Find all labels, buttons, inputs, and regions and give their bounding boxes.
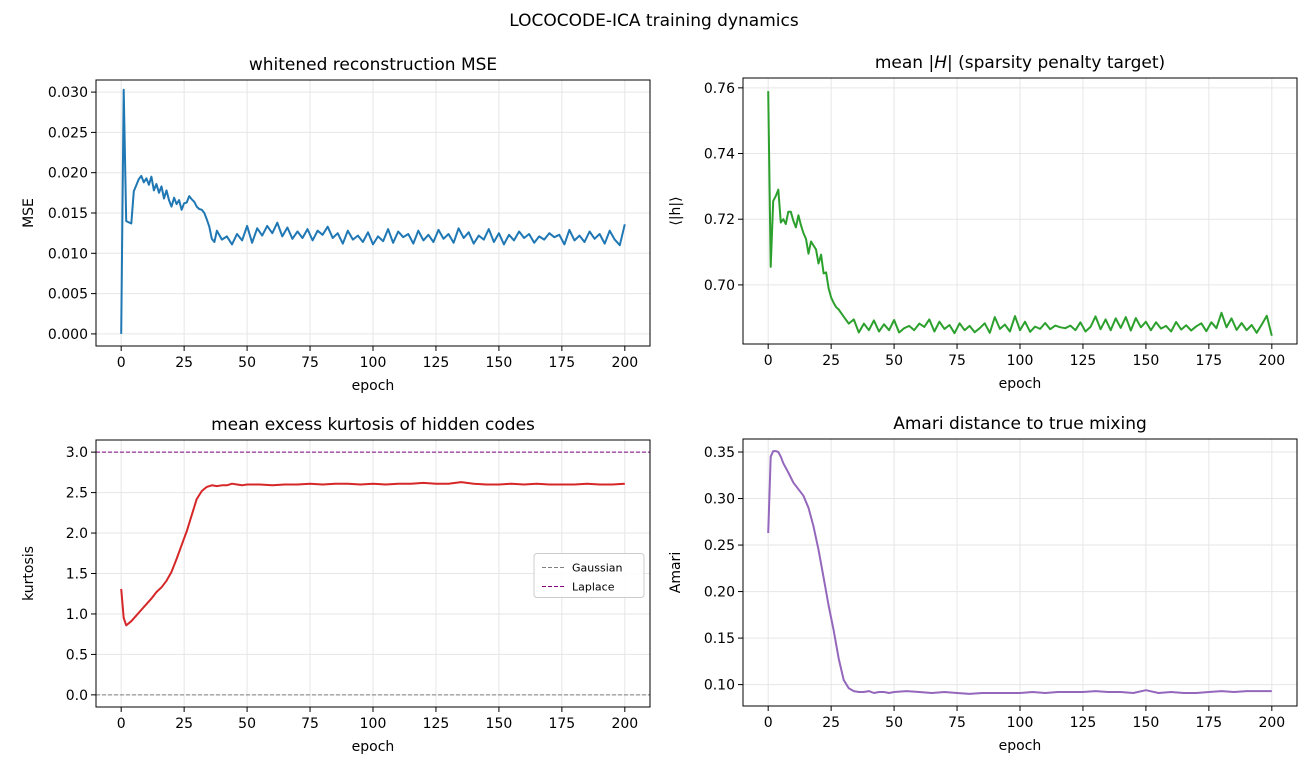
x-tick-label: 100 bbox=[360, 716, 387, 732]
panel-3: 0 25 50 75 100 125 150 175 200 0.0 0.5 1.0 1.5 2.0 2.5… bbox=[21, 415, 651, 755]
x-tick-label: 75 bbox=[301, 355, 319, 371]
y-tick-label: 0.15 bbox=[704, 631, 735, 647]
legend-label-laplace: Laplace bbox=[572, 581, 615, 594]
panel-2: 0 25 50 75 100 125 150 175 200 0.70 0.72 0.74 0.76 me… bbox=[668, 53, 1298, 392]
y-tick-label: 0.005 bbox=[48, 287, 88, 303]
y-tick-label: 2.5 bbox=[66, 486, 88, 502]
x-tick-label: 175 bbox=[1195, 715, 1222, 731]
x-tick-label: 150 bbox=[1133, 353, 1160, 369]
x-tick-label: 25 bbox=[175, 716, 193, 732]
x-tick-label: 50 bbox=[885, 715, 903, 731]
y-tick-label: 0.025 bbox=[48, 125, 88, 141]
x-tick-label: 0 bbox=[764, 715, 773, 731]
x-tick-label: 175 bbox=[548, 355, 575, 371]
panel-title: Amari distance to true mixing bbox=[893, 414, 1147, 434]
x-axis-label: epoch bbox=[999, 376, 1042, 392]
y-tick-label: 0.76 bbox=[704, 81, 735, 97]
x-tick-label: 50 bbox=[238, 355, 256, 371]
y-tick-label: 0.010 bbox=[48, 246, 88, 262]
legend: Gaussian Laplace bbox=[533, 553, 645, 598]
y-tick-label: 2.0 bbox=[66, 526, 88, 542]
panel-4: 0 25 50 75 100 125 150 175 200 0.10 0.15 0.20 0.25 0.… bbox=[668, 414, 1298, 754]
series-line bbox=[120, 88, 626, 334]
y-tick-label: 0.35 bbox=[704, 445, 735, 461]
y-tick-label: 0.10 bbox=[704, 678, 735, 694]
legend-label-gaussian: Gaussian bbox=[572, 562, 622, 575]
x-tick-label: 150 bbox=[486, 716, 513, 732]
x-tick-label: 200 bbox=[611, 716, 638, 732]
y-tick-label: 0.74 bbox=[704, 147, 735, 163]
y-axis-label: Amari bbox=[668, 552, 684, 593]
x-tick-label: 75 bbox=[301, 716, 319, 732]
y-axis-label: MSE bbox=[21, 198, 37, 228]
y-tick-label: 0.20 bbox=[704, 585, 735, 601]
y-tick-label: 1.5 bbox=[66, 567, 88, 583]
y-tick-label: 1.0 bbox=[66, 607, 88, 623]
y-tick-label: 0.25 bbox=[704, 538, 735, 554]
x-axis-label: epoch bbox=[352, 739, 395, 755]
panel-1: 0 25 50 75 100 125 150 175 200 0.000 0.005 0.010 0.0… bbox=[21, 55, 651, 394]
x-tick-label: 0 bbox=[764, 353, 773, 369]
x-axis-label: epoch bbox=[352, 378, 395, 394]
y-tick-label: 0.000 bbox=[48, 327, 88, 343]
series-line bbox=[120, 481, 625, 627]
series-line bbox=[767, 450, 1272, 695]
panel-title: mean excess kurtosis of hidden codes bbox=[211, 415, 535, 435]
x-tick-label: 50 bbox=[885, 353, 903, 369]
x-tick-label: 175 bbox=[1195, 353, 1222, 369]
series-line bbox=[767, 91, 1273, 337]
figure-suptitle: LOCOCODE-ICA training dynamics bbox=[509, 11, 799, 31]
x-tick-label: 0 bbox=[117, 355, 126, 371]
x-tick-label: 125 bbox=[423, 716, 450, 732]
x-tick-label: 125 bbox=[1070, 715, 1097, 731]
y-tick-label: 0.5 bbox=[66, 647, 88, 663]
y-tick-label: 0.0 bbox=[66, 688, 88, 704]
y-tick-label: 0.30 bbox=[704, 492, 735, 508]
panel-title-part: (sparsity penalty target) bbox=[953, 53, 1165, 73]
panel-title-math: |H| bbox=[928, 53, 952, 73]
x-tick-label: 75 bbox=[948, 715, 966, 731]
y-tick-label: 0.020 bbox=[48, 166, 88, 182]
panel-title-part: mean bbox=[875, 53, 929, 73]
x-tick-label: 200 bbox=[1258, 715, 1285, 731]
y-axis-label: ⟨|h|⟩ bbox=[668, 196, 684, 225]
x-tick-label: 100 bbox=[1007, 715, 1034, 731]
x-tick-label: 200 bbox=[1258, 353, 1285, 369]
y-tick-label: 0.015 bbox=[48, 206, 88, 222]
x-tick-label: 125 bbox=[1070, 353, 1097, 369]
x-tick-label: 75 bbox=[948, 353, 966, 369]
y-tick-label: 0.70 bbox=[704, 278, 735, 294]
x-axis-label: epoch bbox=[999, 738, 1042, 754]
panel-title: whitened reconstruction MSE bbox=[249, 55, 497, 75]
x-tick-label: 0 bbox=[117, 716, 126, 732]
x-tick-label: 125 bbox=[423, 355, 450, 371]
y-axis-label: kurtosis bbox=[21, 546, 37, 601]
x-tick-label: 100 bbox=[1007, 353, 1034, 369]
x-tick-label: 200 bbox=[611, 355, 638, 371]
x-tick-label: 25 bbox=[822, 353, 840, 369]
x-tick-label: 25 bbox=[175, 355, 193, 371]
y-tick-label: 0.72 bbox=[704, 212, 735, 228]
x-tick-label: 100 bbox=[360, 355, 387, 371]
x-tick-label: 175 bbox=[548, 716, 575, 732]
x-tick-label: 150 bbox=[486, 355, 513, 371]
y-tick-label: 3.0 bbox=[66, 445, 88, 461]
y-tick-label: 0.030 bbox=[48, 85, 88, 101]
x-tick-label: 25 bbox=[822, 715, 840, 731]
x-tick-label: 150 bbox=[1133, 715, 1160, 731]
panel-title: mean |H| (sparsity penalty target) bbox=[875, 53, 1165, 73]
x-tick-label: 50 bbox=[238, 716, 256, 732]
